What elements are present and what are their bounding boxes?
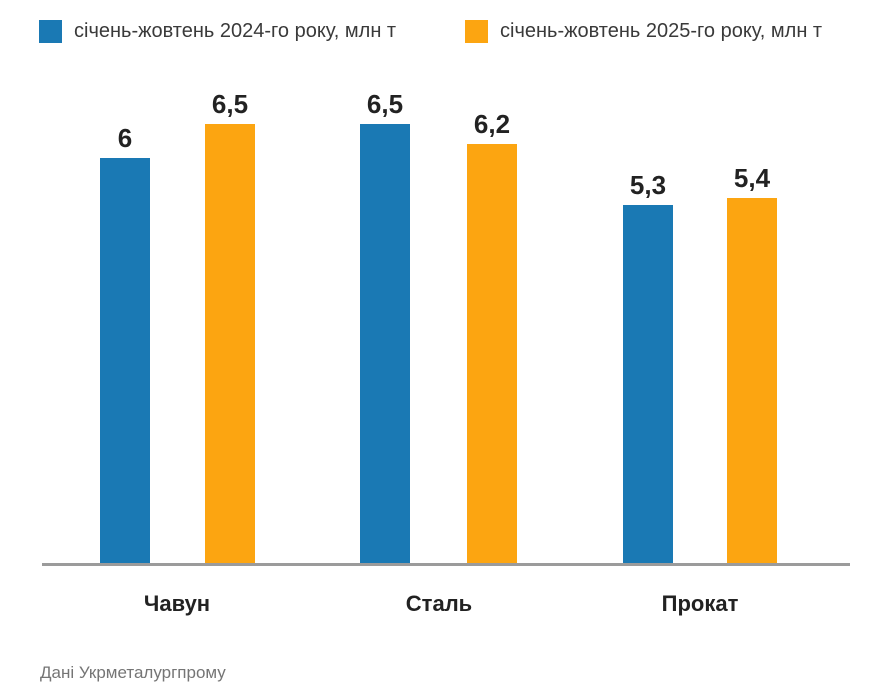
category-label-3: Прокат bbox=[661, 591, 739, 616]
bar-2024-group-1 bbox=[100, 158, 150, 563]
legend-swatch-2024-icon bbox=[39, 20, 62, 43]
bar-2025-group-3 bbox=[727, 198, 777, 563]
legend-swatch-2025-icon bbox=[465, 20, 488, 43]
bar-2024-group-2 bbox=[360, 124, 410, 563]
bar-2025-group-2 bbox=[467, 144, 517, 563]
category-label-1: Чавун bbox=[143, 591, 211, 616]
bar-2025-group-1 bbox=[205, 124, 255, 563]
legend-label-2024: січень-жовтень 2024-го року, млн т bbox=[74, 20, 397, 42]
legend-label-2025: січень-жовтень 2025-го року, млн т bbox=[500, 20, 823, 42]
legend-item-2024: січень-жовтень 2024-го року, млн т bbox=[39, 20, 396, 43]
bar-value-label-2024-group-1: 6 bbox=[117, 123, 133, 153]
bar-value-label-2025-group-2: 6,2 bbox=[473, 109, 511, 139]
bar-value-label-2025-group-3: 5,4 bbox=[733, 163, 771, 193]
category-axis-labels: Чавун Сталь Прокат bbox=[42, 591, 850, 621]
bar-2024-group-3 bbox=[623, 205, 673, 563]
legend-item-2025: січень-жовтень 2025-го року, млн т bbox=[465, 20, 822, 43]
plot-area: 6 6,5 5,3 6,5 6,2 5,4 bbox=[42, 91, 850, 566]
x-axis-line bbox=[42, 563, 850, 566]
bar-value-label-2024-group-3: 5,3 bbox=[629, 170, 667, 200]
source-note: Дані Укрметалургпрому bbox=[40, 663, 226, 682]
bar-value-label-2025-group-1: 6,5 bbox=[211, 89, 249, 119]
category-label-2: Сталь bbox=[405, 591, 473, 616]
bar-value-label-2024-group-2: 6,5 bbox=[366, 89, 404, 119]
